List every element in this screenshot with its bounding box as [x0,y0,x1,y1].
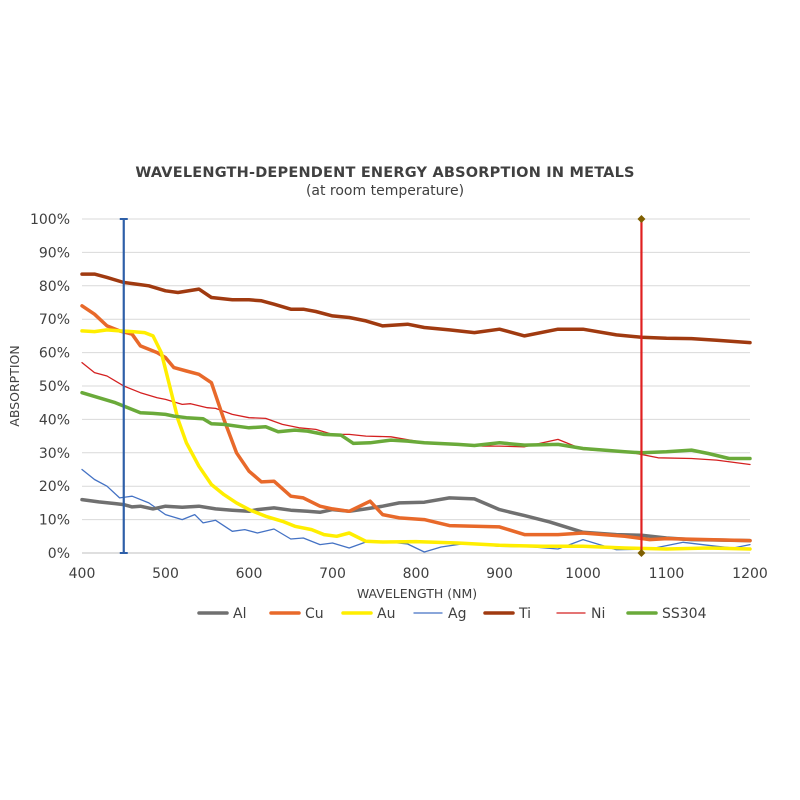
y-tick-label: 30% [39,446,70,462]
y-tick-label: 100% [30,212,70,228]
series-line-ni [81,361,751,466]
legend-label-al: Al [233,606,246,622]
x-tick-label: 1000 [565,566,601,582]
chart-title: WAVELENGTH-DEPENDENT ENERGY ABSORPTION I… [135,165,634,181]
legend-label-ag: Ag [448,606,466,622]
x-tick-label: 1200 [732,566,768,582]
x-tick-label: 800 [403,566,430,582]
series-line-au [80,328,752,551]
y-tick-labels: 0% 10% 20% 30% 40% 50% 60% 70% 80% 90% 100% [30,212,70,562]
x-tick-label: 900 [486,566,513,582]
wavelength-markers [119,215,646,557]
x-tick-labels: 400 500 600 700 800 900 1000 1100 1200 [69,566,768,582]
x-tick-label: 400 [69,566,96,582]
y-tick-label: 70% [39,312,70,328]
x-tick-label: 1100 [649,566,685,582]
y-tick-label: 90% [39,245,70,261]
y-axis-label: ABSORPTION [7,345,22,426]
x-tick-label: 600 [236,566,263,582]
y-tick-label: 40% [39,412,70,428]
x-tick-label: 500 [152,566,179,582]
series-line-cu [80,304,752,543]
legend-label-ni: Ni [591,606,605,622]
marker-end-diamond [637,549,646,557]
data-series [80,272,752,553]
y-tick-label: 80% [39,279,70,295]
y-tick-label: 50% [39,379,70,395]
y-tick-label: 0% [48,546,70,562]
legend: Al Cu Au Ag Ti Ni SS304 [197,606,707,622]
y-tick-label: 10% [39,513,70,529]
x-tick-label: 700 [319,566,346,582]
marker-end-diamond [637,215,646,223]
legend-label-cu: Cu [305,606,324,622]
series-line-ti [80,272,752,345]
legend-label-ti: Ti [518,606,531,622]
legend-label-au: Au [377,606,395,622]
x-axis-label: WAVELENGTH (NM) [357,586,477,601]
chart-subtitle: (at room temperature) [306,183,464,199]
y-tick-label: 60% [39,346,70,362]
series-line-ag [81,468,751,553]
legend-label-ss304: SS304 [662,606,707,622]
y-tick-label: 20% [39,479,70,495]
gridlines [82,218,750,554]
series-line-ss304 [80,390,752,461]
